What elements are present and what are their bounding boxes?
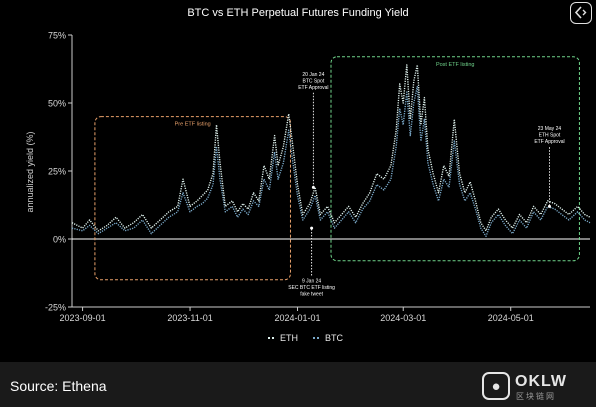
y-tick-label: 0% xyxy=(53,235,66,245)
expand-button[interactable] xyxy=(570,2,592,24)
expand-icon xyxy=(574,6,587,19)
annotation-point xyxy=(310,226,314,230)
annotation-text: 9 Jan 24 xyxy=(302,279,321,285)
series-line-btc xyxy=(71,85,591,238)
source-caption: Source: Ethena xyxy=(10,378,107,394)
y-tick-label: -25% xyxy=(45,303,66,313)
annotation-text: BTC Spot xyxy=(303,78,325,84)
legend-label-btc: BTC xyxy=(325,333,344,343)
x-tick-label: 2023-09-01 xyxy=(60,313,106,323)
x-tick-label: 2024-05-01 xyxy=(488,313,534,323)
annotation-text: SEC BTC ETF listing xyxy=(288,285,335,291)
y-tick-label: 50% xyxy=(48,99,66,109)
legend-label-eth: ETH xyxy=(280,333,298,343)
annotation-text: ETH Spot xyxy=(539,133,561,139)
annotation-text: 23 May 24 xyxy=(538,126,562,132)
annotation-point xyxy=(547,204,551,208)
logo-icon: ● xyxy=(482,372,510,400)
legend: ETH BTC xyxy=(268,333,344,343)
region-label: Post ETF listing xyxy=(436,62,475,68)
annotation-text: fake tweet xyxy=(300,292,323,298)
region-box xyxy=(330,56,580,262)
x-tick-label: 2024-03-01 xyxy=(380,313,426,323)
annotation-point xyxy=(311,185,315,189)
plot-area: -25% 0% 25% 50% 75% 2023-09-01 2023-11-01 2024-… xyxy=(45,31,591,323)
watermark-logo: ● OKLW 区块链网 xyxy=(482,369,592,405)
region-label: Pre ETF listing xyxy=(175,122,211,128)
y-tick-label: 25% xyxy=(48,167,66,177)
x-tick-label: 2023-11-01 xyxy=(167,313,212,323)
funding-yield-chart: BTC vs ETH Perpetual Futures Funding Yie… xyxy=(25,7,591,343)
annotation-text: ETF Approval xyxy=(298,85,328,91)
logo-name: OKLW xyxy=(515,373,567,390)
y-axis-label: annualized yield (%) xyxy=(25,131,35,212)
annotation-text: 20 Jan 24 xyxy=(302,72,324,78)
x-tick-label: 2024-01-01 xyxy=(275,313,321,323)
y-tick-label: 75% xyxy=(48,31,66,41)
annotation-text: ETF Approval xyxy=(534,139,564,145)
logo-subtitle: 区块链网 xyxy=(516,392,556,401)
region-box xyxy=(94,116,291,281)
chart-title: BTC vs ETH Perpetual Futures Funding Yie… xyxy=(187,7,408,19)
